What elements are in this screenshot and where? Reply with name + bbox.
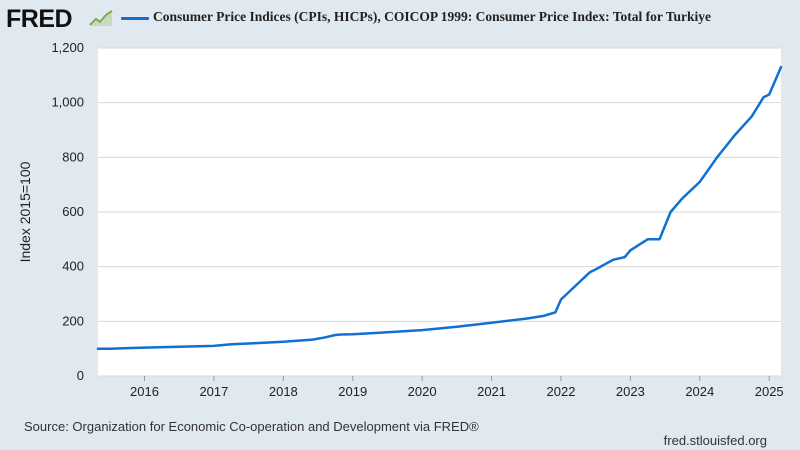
x-tick-label: 2023	[616, 384, 645, 399]
x-tick-label: 2018	[269, 384, 298, 399]
y-tick-label: 1,200	[51, 40, 84, 55]
y-tick-label: 1,000	[51, 95, 84, 110]
y-tick-label: 200	[62, 313, 84, 328]
x-tick-label: 2025	[755, 384, 784, 399]
line-chart: 0 200 400 600 800 1,000 1,200 2016 2017 2018 2019…	[51, 40, 784, 399]
gridlines	[98, 47, 781, 377]
y-tick-label: 400	[62, 259, 84, 274]
y-tick-label: 0	[77, 368, 84, 383]
source-note: Source: Organization for Economic Co-ope…	[24, 419, 479, 434]
y-axis-label: Index 2015=100	[17, 161, 33, 263]
y-axis-ticks: 0 200 400 600 800 1,000 1,200	[51, 40, 84, 383]
fred-chart-icon	[89, 9, 113, 27]
y-tick-label: 800	[62, 149, 84, 164]
x-tick-label: 2022	[547, 384, 576, 399]
x-tick-label: 2019	[338, 384, 367, 399]
legend-series-label: Consumer Price Indices (CPIs, HICPs), CO…	[153, 9, 712, 24]
x-axis-ticks: 2016 2017 2018 2019 2020 2021 2022 2023 2024 2025	[130, 376, 784, 399]
site-link[interactable]: fred.stlouisfed.org	[663, 433, 767, 448]
series-line-cpi-turkiye	[96, 65, 783, 350]
y-tick-label: 600	[62, 204, 84, 219]
x-tick-label: 2020	[408, 384, 437, 399]
fred-logo[interactable]: FRED	[6, 5, 73, 33]
x-tick-label: 2016	[130, 384, 159, 399]
x-tick-label: 2017	[199, 384, 228, 399]
x-tick-label: 2024	[685, 384, 714, 399]
x-tick-label: 2021	[477, 384, 506, 399]
legend-series-swatch	[121, 17, 149, 20]
